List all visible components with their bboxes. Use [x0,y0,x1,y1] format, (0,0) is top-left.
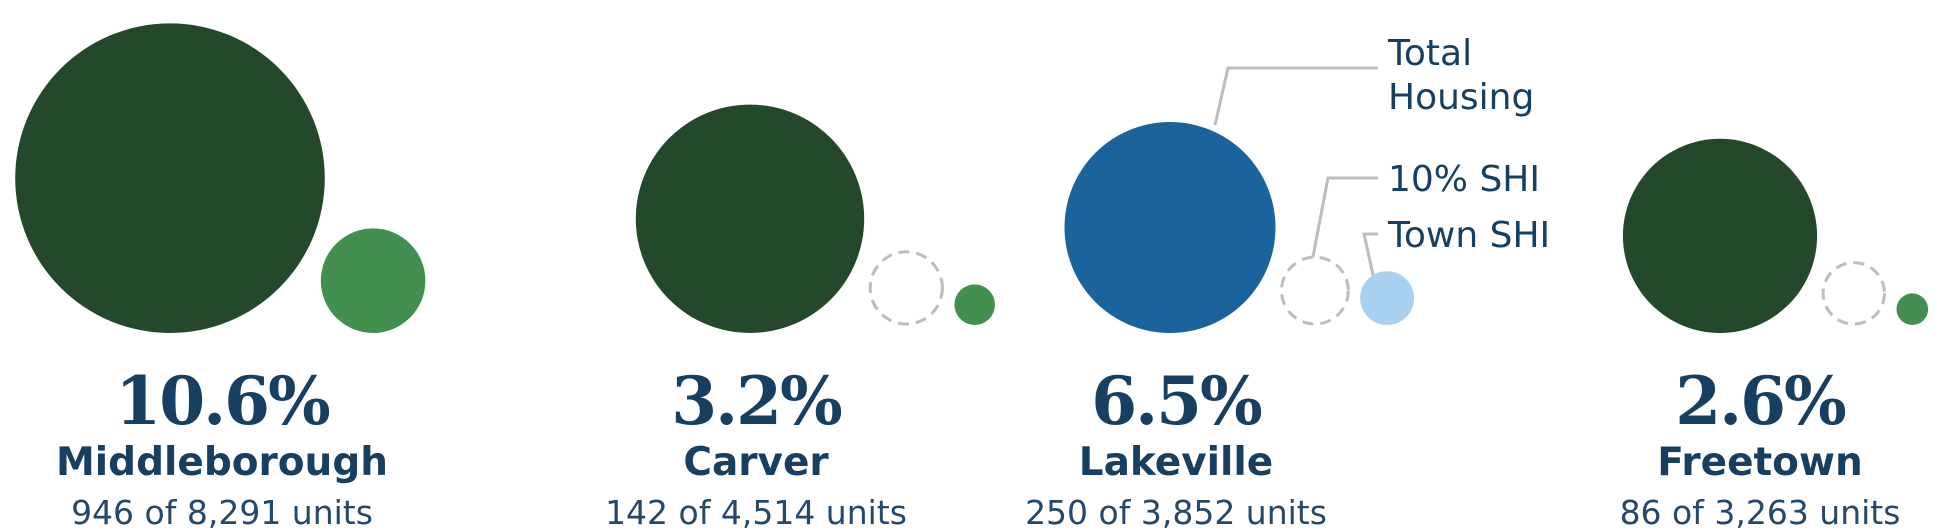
percent-label-freetown: 2.6% [1675,362,1847,440]
legend-line-10pct-shi [1311,176,1378,258]
total-housing-bubble-middleborough [15,23,325,333]
units-label-freetown: 86 of 3,263 units [1619,493,1901,532]
percent-label-carver: 3.2% [671,362,843,440]
town-name-lakeville: Lakeville [1078,440,1274,485]
total-housing-bubble-carver [635,104,865,333]
town-name-freetown: Freetown [1657,440,1863,485]
units-label-carver: 142 of 4,514 units [605,493,907,532]
town-name-carver: Carver [683,440,829,485]
legend-label-10pct-shi: 10% SHI [1388,159,1540,200]
ten-percent-shi-ring-freetown [1821,261,1887,326]
units-label-middleborough: 946 of 8,291 units [71,493,373,532]
units-label-lakeville: 250 of 3,852 units [1025,493,1327,532]
total-housing-bubble-freetown [1622,138,1818,333]
town-name-middleborough: Middleborough [55,440,389,485]
legend-label-total-housing: Total Housing [1388,33,1535,118]
town-shi-bubble-carver [954,284,995,326]
legend-line-total-housing [1213,66,1378,126]
town-shi-bubble-middleborough [320,228,426,333]
ten-percent-shi-ring-carver [868,250,944,326]
ten-percent-shi-ring-lakeville [1280,255,1350,326]
total-housing-bubble-lakeville [1064,122,1276,333]
town-shi-bubble-freetown [1896,293,1929,326]
town-shi-bubble-lakeville [1360,271,1414,325]
percent-label-middleborough: 10.6% [115,362,330,440]
percent-label-lakeville: 6.5% [1091,362,1263,440]
legend-line-town-shi [1362,232,1378,276]
legend-label-town-shi: Town SHI [1388,215,1551,256]
